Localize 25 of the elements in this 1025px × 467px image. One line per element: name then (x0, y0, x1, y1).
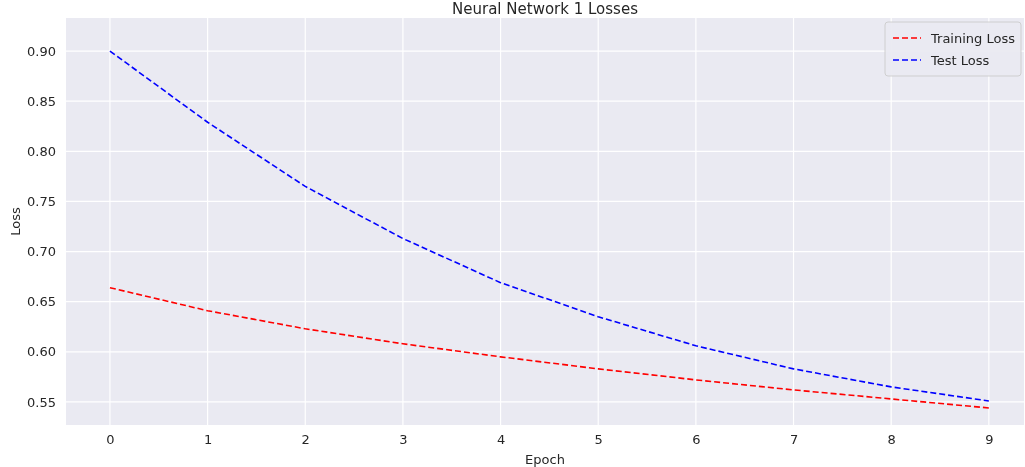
chart-title: Neural Network 1 Losses (452, 0, 639, 18)
y-tick-label: 0.55 (27, 394, 56, 410)
y-tick-label: 0.70 (27, 244, 56, 260)
x-tick-label: 7 (789, 432, 799, 448)
x-tick-label: 5 (594, 432, 603, 448)
x-tick-label: 2 (301, 432, 310, 448)
x-tick-label: 4 (496, 432, 506, 448)
line-series (109, 50, 990, 402)
y-tick-label: 0.90 (27, 43, 56, 59)
y-axis-title: Loss (8, 207, 23, 236)
legend-label: Test Loss (930, 52, 990, 68)
x-tick-label: 9 (985, 432, 994, 448)
x-tick-label: 6 (692, 432, 701, 448)
x-axis-title: Epoch (525, 452, 565, 467)
y-tick-label: 0.65 (27, 294, 56, 310)
y-tick-label: 0.60 (27, 344, 56, 360)
y-tick-label: 0.80 (27, 143, 56, 159)
y-tick-label: 0.85 (27, 93, 56, 109)
y-tick-label: 0.75 (27, 194, 56, 210)
legend-label: Training Loss (930, 30, 1016, 46)
x-tick-label: 8 (887, 432, 896, 448)
x-tick-label: 0 (106, 432, 115, 448)
x-tick-label: 3 (399, 432, 408, 448)
line-series (109, 286, 990, 409)
x-tick-label: 1 (203, 432, 213, 448)
